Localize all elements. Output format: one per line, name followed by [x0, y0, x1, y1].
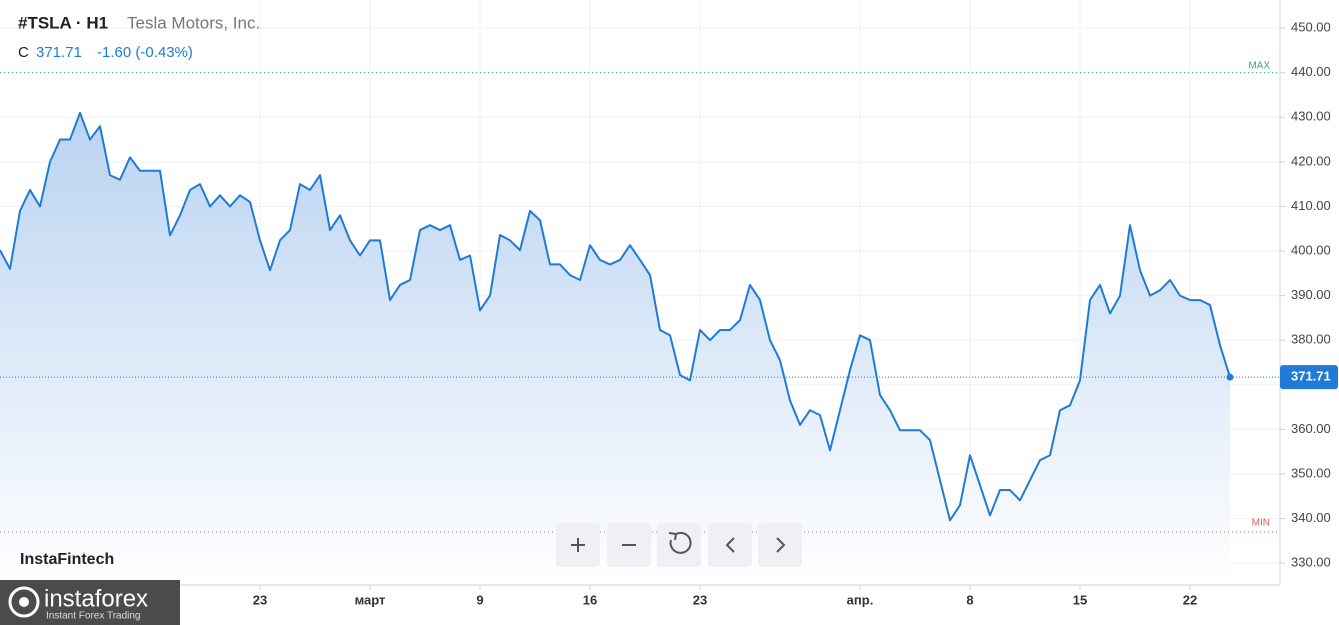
y-tick-label: 340.00 — [1291, 510, 1331, 525]
zoom-controls — [556, 523, 802, 567]
watermark: InstaFintech — [20, 551, 114, 568]
y-tick-label: 360.00 — [1291, 421, 1331, 436]
x-tick-label: 8 — [966, 592, 973, 607]
scroll-left-button[interactable] — [708, 523, 752, 567]
scroll-right-button[interactable] — [758, 523, 802, 567]
x-tick-label: 9 — [476, 592, 483, 607]
y-tick-label: 430.00 — [1291, 109, 1331, 124]
zoom-out-button[interactable] — [607, 523, 651, 567]
zoom-in-button[interactable] — [556, 523, 600, 567]
close-value: 371.71 — [36, 44, 82, 61]
x-tick-label: 23 — [253, 592, 267, 607]
last-point — [1226, 373, 1234, 381]
x-tick-label: апр. — [847, 592, 874, 607]
reset-button[interactable] — [657, 523, 701, 567]
x-tick-label: 15 — [1073, 592, 1087, 607]
y-tick-label: 410.00 — [1291, 198, 1331, 213]
x-tick-label: 23 — [693, 592, 707, 607]
company: Tesla Motors, Inc. — [127, 13, 260, 32]
price-badge — [1280, 365, 1338, 390]
logo-tagline: Instant Forex Trading — [46, 611, 141, 622]
change: -1.60 (-0.43%) — [97, 44, 193, 61]
y-tick-label: 380.00 — [1291, 332, 1331, 347]
max-label: MAX — [1248, 60, 1270, 71]
y-tick-label: 400.00 — [1291, 242, 1331, 257]
y-tick-label: 440.00 — [1291, 64, 1331, 79]
price-line — [0, 111, 1231, 522]
logo: instaforex Instant Forex Trading — [0, 580, 180, 625]
symbol: #TSLA · H1 — [18, 13, 108, 32]
x-tick-label: 16 — [583, 592, 597, 607]
y-tick-label: 330.00 — [1291, 555, 1331, 570]
y-tick-label: 390.00 — [1291, 287, 1331, 302]
y-tick-label: 450.00 — [1291, 20, 1331, 35]
x-tick-label: март — [355, 592, 386, 607]
min-label: MIN — [1252, 518, 1270, 529]
price-badge-label: 371.71 — [1291, 369, 1331, 384]
y-tick-label: 350.00 — [1291, 465, 1331, 480]
y-tick-label: 420.00 — [1291, 153, 1331, 168]
logo-text: instaforex — [44, 585, 148, 612]
x-tick-label: 22 — [1183, 592, 1197, 607]
area-fill — [0, 112, 1230, 585]
close-prefix: C — [18, 44, 29, 61]
